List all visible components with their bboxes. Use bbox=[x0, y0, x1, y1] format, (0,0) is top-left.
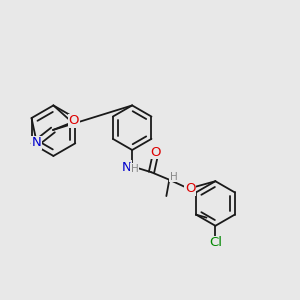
Text: O: O bbox=[185, 182, 195, 195]
Text: O: O bbox=[68, 114, 79, 127]
Text: N: N bbox=[122, 161, 132, 174]
Text: N: N bbox=[32, 136, 42, 149]
Text: H: H bbox=[131, 164, 138, 174]
Text: Cl: Cl bbox=[209, 236, 222, 249]
Text: H: H bbox=[170, 172, 178, 182]
Text: O: O bbox=[150, 146, 160, 159]
